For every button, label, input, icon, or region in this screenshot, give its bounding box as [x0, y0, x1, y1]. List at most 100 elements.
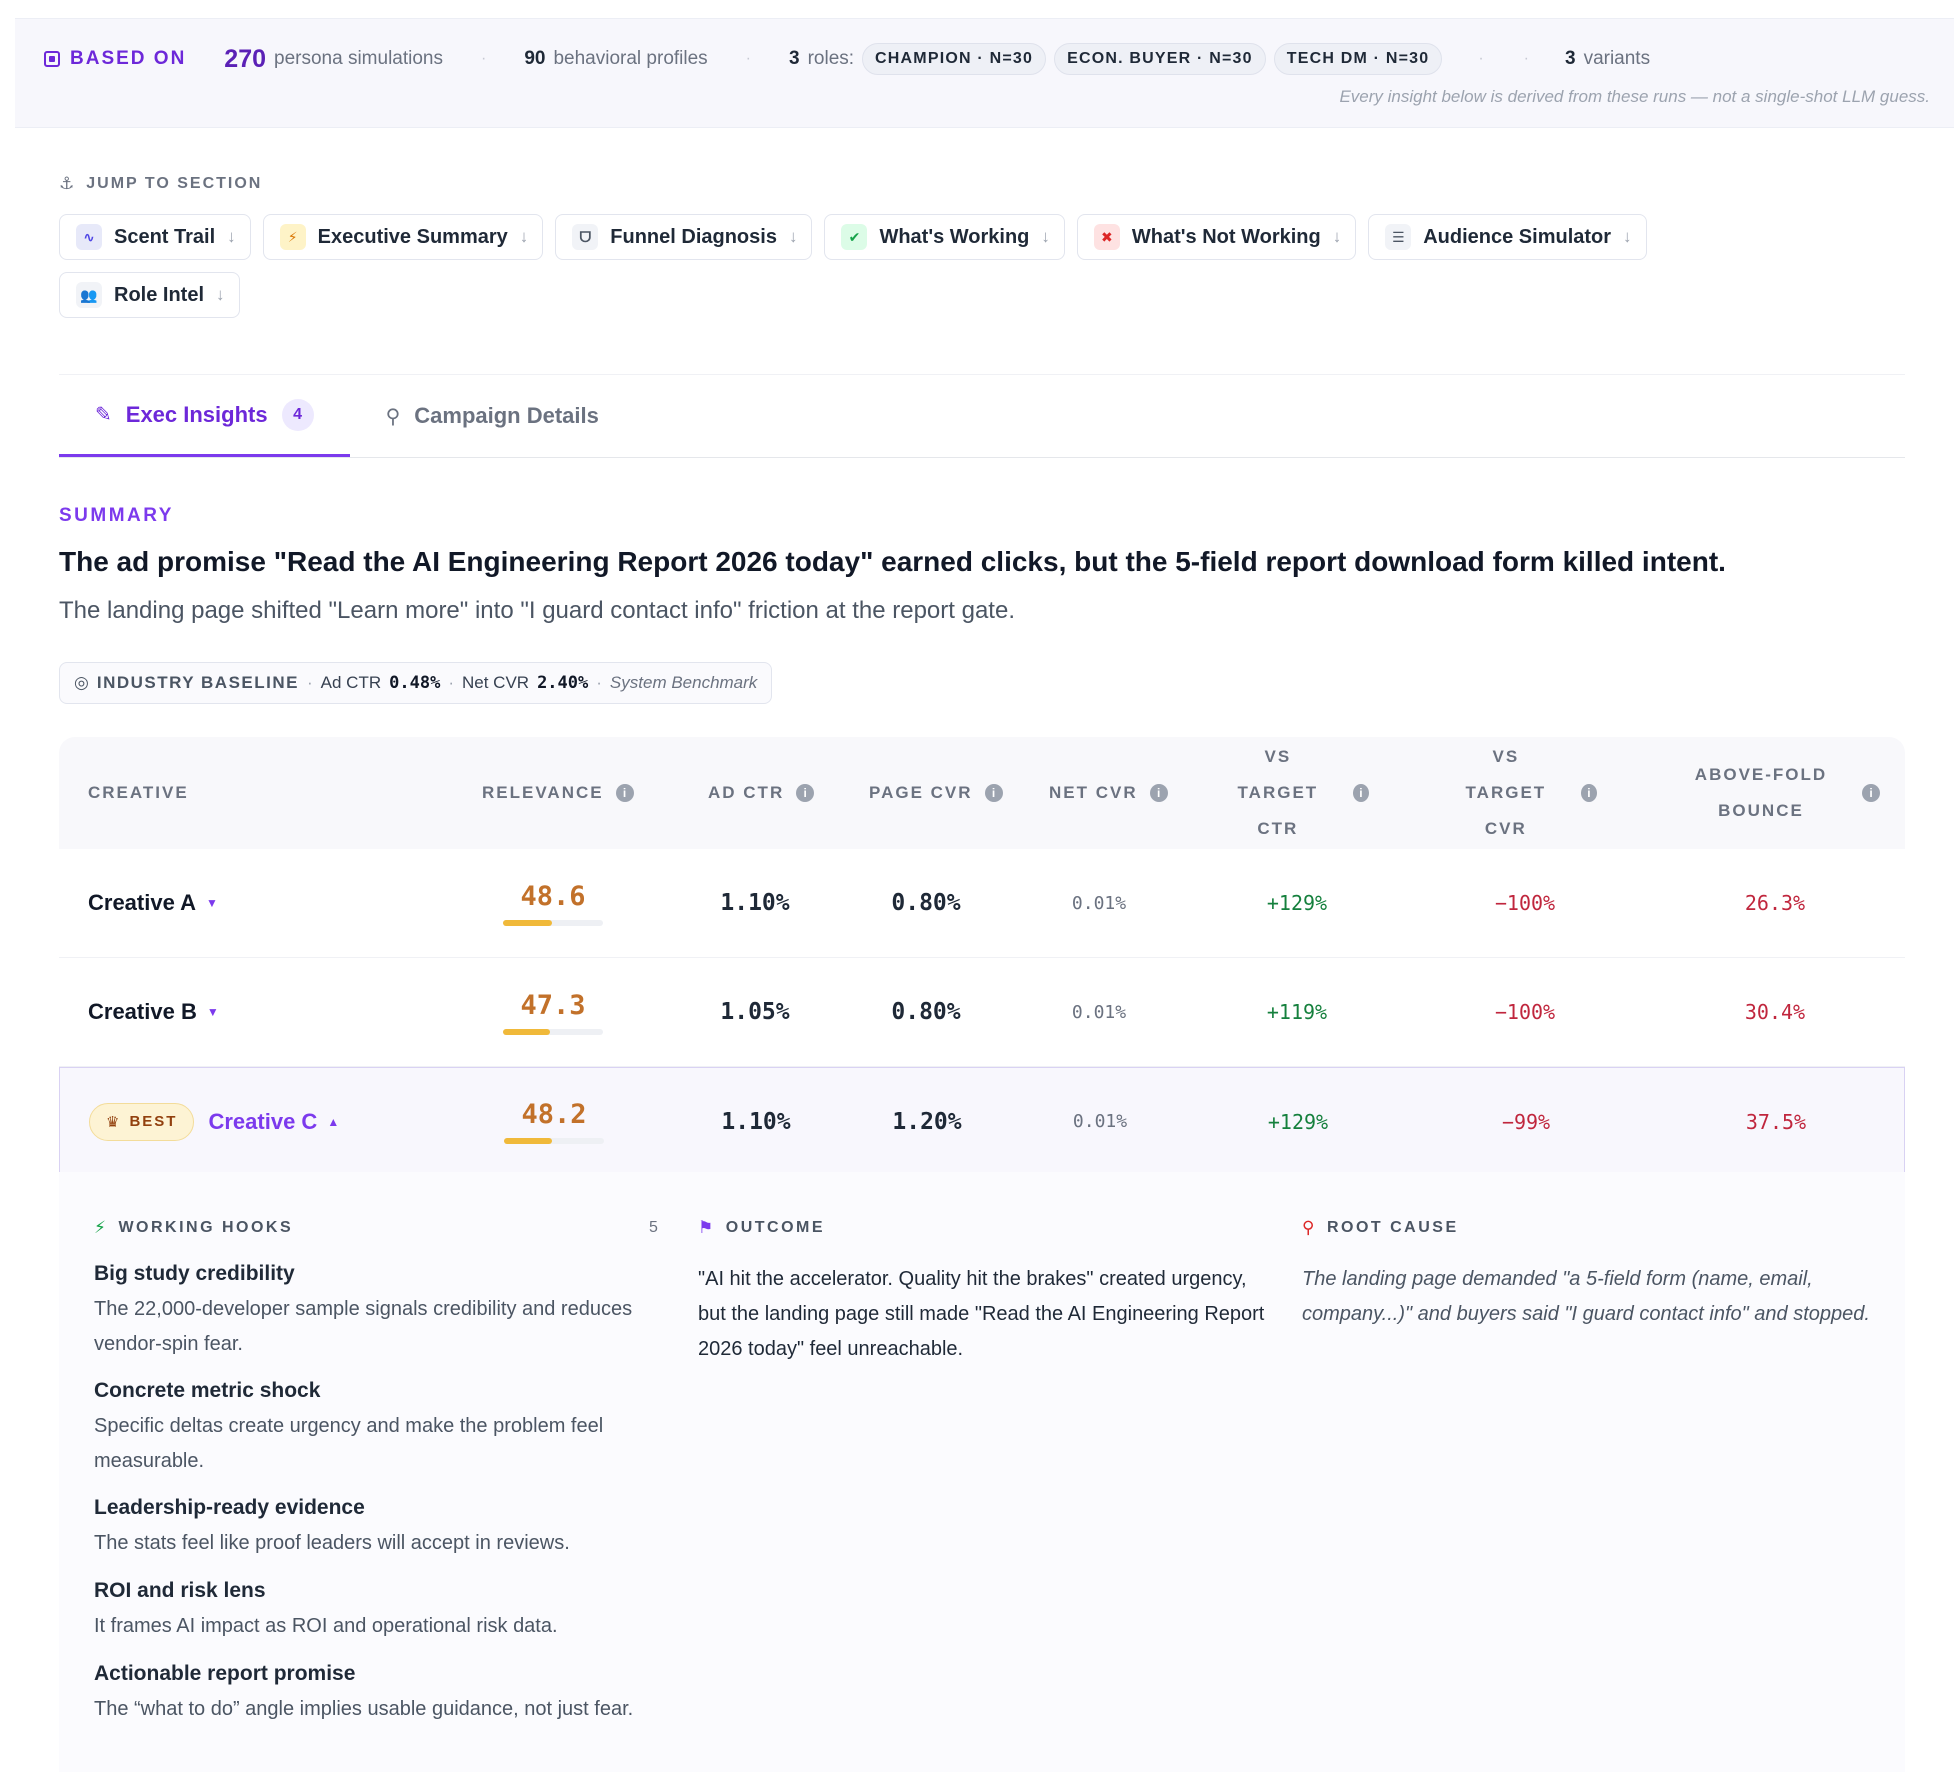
- table-row[interactable]: ♛ BEST Creative C ▲ 48.2 1.10% 1.20% 0.01% +129%…: [59, 1067, 1905, 1176]
- industry-baseline-badge: ◎ INDUSTRY BASELINE · Ad CTR 0.48% · Net…: [59, 662, 773, 704]
- jump-button-label: Audience Simulator: [1423, 225, 1612, 248]
- baseline-net-cvr-value: 2.40%: [537, 673, 589, 693]
- column-header-relevance: RELEVANCE i: [482, 737, 634, 849]
- jump-button-role-intel[interactable]: 👥 Role Intel ↓: [59, 272, 240, 318]
- caret-up-icon[interactable]: ▲: [327, 1114, 340, 1129]
- above-fold-bounce-cell: 30.4%: [1744, 1000, 1806, 1024]
- table-row[interactable]: Creative A ▼ 48.6 1.10% 0.80% 0.01% +129% −100%…: [59, 849, 1905, 958]
- summary-subline: The landing page shifted "Learn more" in…: [59, 597, 1015, 624]
- relevance-bar: [503, 919, 603, 926]
- tab-label: Exec Insights: [125, 401, 268, 427]
- profiles-label: behavioral profiles: [553, 48, 708, 69]
- baseline-label: INDUSTRY BASELINE: [96, 673, 299, 692]
- jump-button-executive-summary[interactable]: ⚡ Executive Summary ↓: [262, 214, 544, 260]
- column-header-page-cvr: PAGE CVR i: [869, 737, 1003, 849]
- summary-headline: The ad promise "Read the AI Engineering …: [59, 546, 1726, 577]
- jump-button-funnel-diagnosis[interactable]: ᗜ Funnel Diagnosis ↓: [555, 214, 813, 260]
- users-icon: 👥: [76, 282, 102, 308]
- jump-button-audience-simulator[interactable]: ☰ Audience Simulator ↓: [1368, 214, 1647, 260]
- arrow-down-icon: ↓: [1041, 227, 1050, 246]
- separator-dot: ·: [745, 50, 751, 67]
- working-hook-title: Leadership-ready evidence: [94, 1496, 365, 1519]
- jump-button-what-s-working[interactable]: ✔ What's Working ↓: [824, 214, 1065, 260]
- creative-name-cell[interactable]: Creative A ▼: [88, 849, 218, 957]
- root-cause-text: The landing page demanded "a 5-field for…: [1302, 1268, 1870, 1325]
- relevance-bar: [503, 1028, 603, 1035]
- column-header-creative: CREATIVE: [88, 783, 189, 802]
- relevance-cell: 48.2: [494, 1068, 614, 1175]
- table-header: CREATIVE RELEVANCE i AD CTR i PAGE CVR i NE…: [59, 737, 1905, 849]
- page-cvr-cell: 0.80%: [891, 999, 961, 1025]
- ad-ctr-cell: 1.10%: [720, 890, 790, 916]
- info-icon[interactable]: i: [1862, 784, 1880, 802]
- relevance-bar-fill: [503, 919, 552, 926]
- creative-detail-panel: ⚡ WORKING HOOKS 5 Big study credibility T…: [59, 1172, 1905, 1772]
- root-cause-heading: ⚲ ROOT CAUSE: [1302, 1218, 1459, 1237]
- caret-down-icon[interactable]: ▼: [206, 896, 218, 910]
- column-header-net-cvr: NET CVR i: [1049, 737, 1168, 849]
- stethoscope-icon: ᗜ: [572, 224, 599, 250]
- separator-dot: ·: [306, 673, 313, 692]
- based-on-stats: BASED ON 270 persona simulations · 90 be…: [44, 41, 1650, 77]
- table-body: Creative A ▼ 48.6 1.10% 0.80% 0.01% +129% −100%…: [59, 849, 1905, 1176]
- relevance-score: 47.3: [520, 989, 586, 1021]
- profiles-count: 90: [524, 48, 546, 69]
- relevance-cell: 47.3: [493, 958, 613, 1066]
- jump-button-what-s-not-working[interactable]: ✖ What's Not Working ↓: [1076, 214, 1357, 260]
- tab-label: Campaign Details: [414, 403, 599, 428]
- baseline-source: System Benchmark: [609, 673, 758, 692]
- based-on-note: Every insight below is derived from thes…: [1339, 87, 1930, 106]
- arrow-down-icon: ↓: [519, 227, 529, 246]
- arrow-down-icon: ↓: [227, 227, 236, 246]
- page-cvr-cell: 1.20%: [892, 1108, 962, 1135]
- creative-comparison-table: CREATIVE RELEVANCE i AD CTR i PAGE CVR i NE…: [59, 737, 1905, 1176]
- working-hook-description: Specific deltas create urgency and make …: [94, 1415, 604, 1472]
- vs-target-cvr-cell: −100%: [1494, 891, 1556, 915]
- column-header-vs-target-cvr: VS TARGET CVR i: [1457, 737, 1597, 849]
- microscope-icon: ⚲: [385, 405, 401, 428]
- working-hook-item: ROI and risk lens It frames AI impact as …: [94, 1577, 654, 1644]
- working-hook-description: The “what to do” angle implies usable gu…: [94, 1698, 634, 1720]
- variants-count: 3: [1564, 48, 1576, 69]
- tab-count-badge: 4: [281, 398, 314, 431]
- jump-to-section-nav: ∿ Scent Trail ↓ ⚡ Executive Summary ↓ ᗜ Funnel …: [59, 214, 1759, 318]
- net-cvr-cell: 0.01%: [1071, 892, 1127, 914]
- creative-name-cell[interactable]: Creative B ▼: [88, 958, 219, 1066]
- info-icon[interactable]: i: [615, 784, 634, 802]
- anchor-icon: ⚓: [59, 174, 77, 193]
- baseline-ad-ctr-label: Ad CTR: [320, 673, 382, 692]
- jump-button-label: Scent Trail: [114, 225, 216, 248]
- arrow-down-icon: ↓: [788, 227, 798, 246]
- x-circle-icon: ✖: [1093, 224, 1120, 250]
- role-pill-champion: CHAMPION · N=30: [862, 43, 1047, 75]
- creative-name-cell[interactable]: ♛ BEST Creative C ▲: [89, 1068, 339, 1175]
- table-row[interactable]: Creative B ▼ 47.3 1.05% 0.80% 0.01% +119% −100%…: [59, 958, 1905, 1067]
- separator-dot: ·: [1478, 50, 1484, 67]
- sliders-icon: ☰: [1385, 224, 1412, 250]
- working-hook-title: ROI and risk lens: [94, 1579, 266, 1602]
- creative-name: Creative A: [88, 890, 197, 915]
- tab-exec-insights[interactable]: ✎ Exec Insights 4: [59, 375, 350, 457]
- info-icon[interactable]: i: [1352, 784, 1369, 802]
- simulations-count: 270: [224, 44, 267, 73]
- tab-campaign-details[interactable]: ⚲ Campaign Details: [350, 375, 635, 457]
- check-circle-icon: ✔: [841, 224, 868, 250]
- info-icon[interactable]: i: [1580, 784, 1597, 802]
- baseline-ad-ctr-value: 0.48%: [389, 673, 441, 693]
- info-icon[interactable]: i: [796, 784, 815, 802]
- info-icon[interactable]: i: [984, 784, 1003, 802]
- ad-ctr-cell: 1.05%: [720, 999, 790, 1025]
- outcome-text: "AI hit the accelerator. Quality hit the…: [698, 1268, 1265, 1360]
- best-badge: ♛ BEST: [89, 1102, 195, 1141]
- roles-label: roles:: [807, 48, 855, 69]
- separator-dot: ·: [481, 50, 487, 67]
- chip-icon: [44, 51, 60, 67]
- caret-down-icon[interactable]: ▼: [206, 1005, 219, 1019]
- info-icon[interactable]: i: [1149, 784, 1168, 802]
- working-hook-item: Concrete metric shock Specific deltas cre…: [94, 1377, 654, 1479]
- arrow-down-icon: ↓: [1623, 227, 1632, 246]
- jump-button-scent-trail[interactable]: ∿ Scent Trail ↓: [59, 214, 251, 260]
- working-hook-description: The 22,000-developer sample signals cred…: [94, 1298, 633, 1355]
- jump-to-section-heading: ⚓ JUMP TO SECTION: [59, 174, 263, 193]
- working-hook-title: Actionable report promise: [94, 1662, 356, 1685]
